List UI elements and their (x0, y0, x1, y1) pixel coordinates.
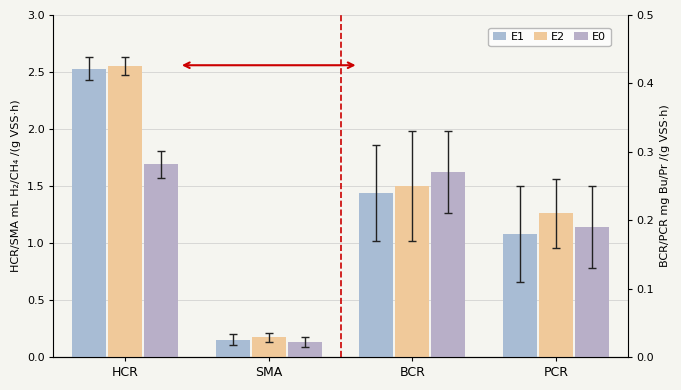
Bar (72, 69, 106, 357)
Bar (575, 227, 609, 357)
Bar (360, 193, 394, 357)
Bar (252, 337, 286, 357)
Y-axis label: BCR/PCR mg Bu/Pr /(g VSS·h): BCR/PCR mg Bu/Pr /(g VSS·h) (660, 105, 670, 268)
Bar (216, 340, 250, 357)
Bar (144, 164, 178, 357)
Bar (108, 66, 142, 357)
Bar (539, 213, 573, 357)
Legend: E1, E2, E0: E1, E2, E0 (488, 28, 611, 46)
Bar (503, 234, 537, 357)
Bar (287, 342, 321, 357)
Bar (431, 172, 465, 357)
Bar (395, 186, 429, 357)
Y-axis label: HCR/SMA mL H₂/CH₄ /(g VSS·h): HCR/SMA mL H₂/CH₄ /(g VSS·h) (11, 100, 21, 272)
